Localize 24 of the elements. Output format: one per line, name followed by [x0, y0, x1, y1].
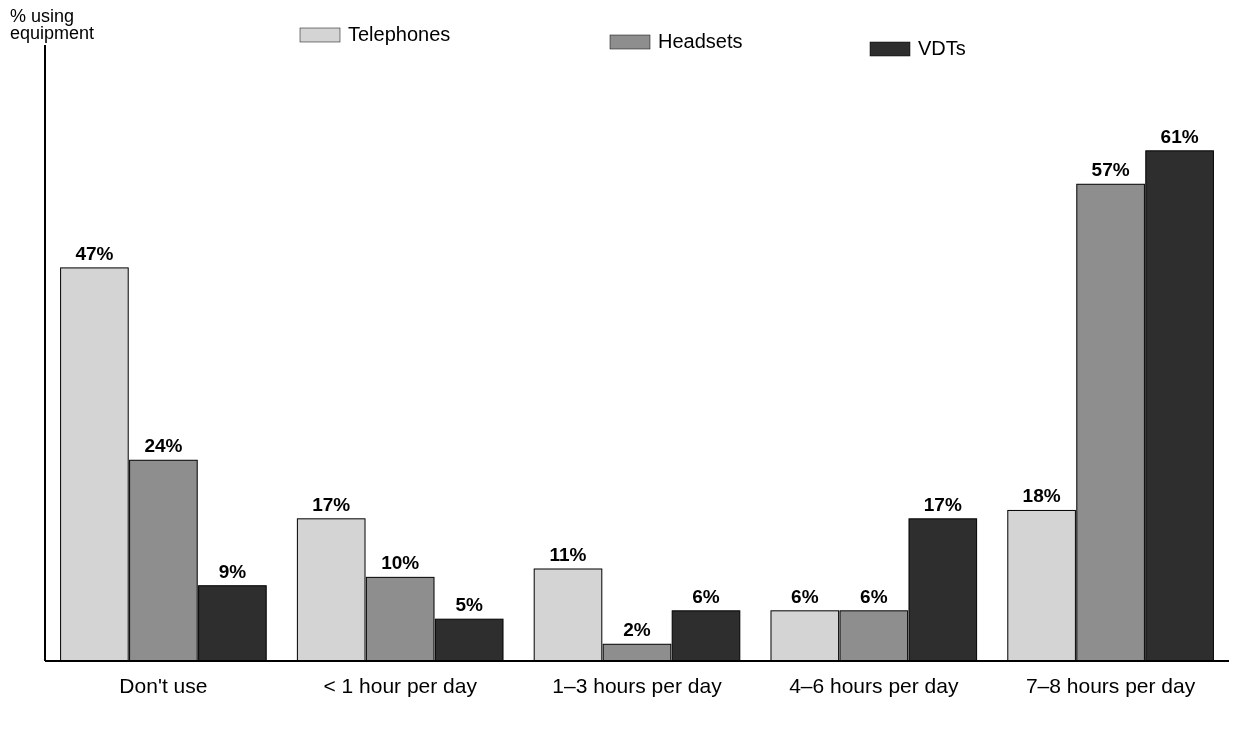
data-label: 5%: [455, 594, 484, 616]
data-label: 61%: [1160, 125, 1199, 147]
data-label: 6%: [860, 585, 888, 607]
x-tick-label: 7–8 hours per day: [1025, 674, 1196, 697]
data-label: 17%: [923, 493, 962, 515]
data-label: 18%: [1022, 485, 1061, 507]
legend-label: VDTs: [918, 37, 966, 59]
legend-label: Headsets: [658, 30, 743, 52]
data-label: 17%: [312, 493, 351, 515]
data-label: 2%: [623, 619, 651, 641]
data-label: 24%: [144, 435, 183, 457]
data-label: 6%: [791, 585, 819, 607]
data-label: 57%: [1091, 159, 1130, 181]
text: % using equipment: [10, 6, 95, 43]
data-label: 47%: [75, 242, 114, 264]
legend-label: Telephones: [348, 23, 451, 45]
data-label: 9%: [218, 560, 247, 582]
x-tick-label: 4–6 hours per day: [789, 674, 959, 697]
x-tick-label: 1–3 hours per day: [552, 674, 723, 697]
data-label: 10%: [381, 552, 420, 574]
data-label: 6%: [692, 585, 720, 607]
x-tick-label: < 1 hour per day: [323, 674, 478, 697]
x-tick-label: Don't use: [119, 674, 208, 697]
data-label: 11%: [549, 544, 587, 565]
